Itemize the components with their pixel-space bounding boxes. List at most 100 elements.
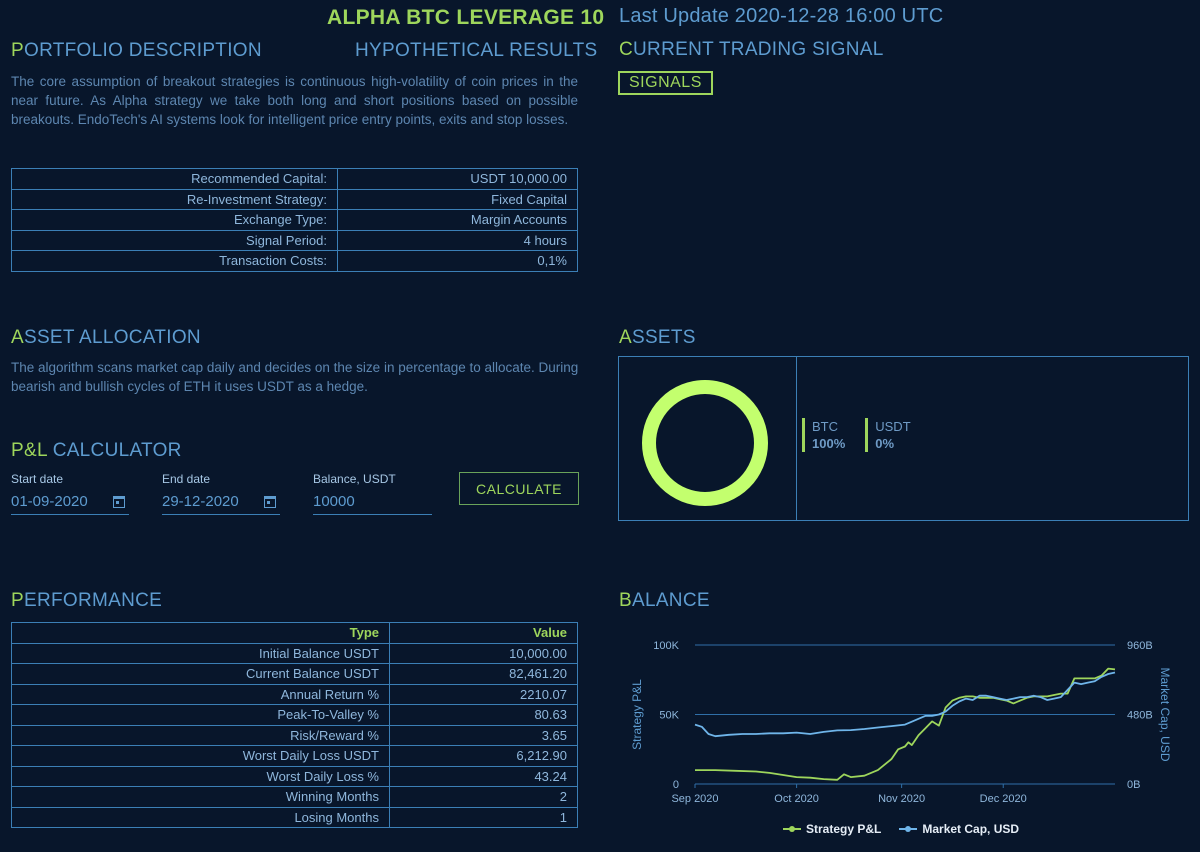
col-type-header: Type: [11, 622, 390, 644]
row-value: Fixed Capital: [337, 188, 578, 210]
allocation-donut-chart: [642, 380, 768, 506]
table-row: Annual Return % 2210.07: [11, 683, 578, 705]
table-row: Signal Period: 4 hours: [11, 229, 578, 251]
legend-mcap-marker: [899, 826, 918, 832]
balance-input[interactable]: 10000: [313, 490, 432, 515]
row-value: 6,212.90: [389, 745, 578, 767]
row-label: Exchange Type:: [11, 209, 338, 231]
table-row: Re-Investment Strategy: Fixed Capital: [11, 188, 578, 210]
row-value: 3.65: [389, 724, 578, 746]
calendar-icon[interactable]: [113, 496, 125, 508]
row-label: Transaction Costs:: [11, 250, 338, 272]
row-value: 1: [389, 806, 578, 828]
y-tick-left: 50K: [659, 710, 679, 722]
y-axis-title-right: Market Cap, USD: [1158, 667, 1172, 761]
y-tick-left: 100K: [653, 640, 679, 652]
asset-percent: 100%: [812, 436, 846, 451]
x-tick-label: Nov 2020: [878, 793, 925, 805]
row-label: Peak-To-Valley %: [11, 704, 390, 726]
table-row: Losing Months 1: [11, 806, 578, 828]
calendar-icon[interactable]: [264, 496, 276, 508]
row-value: 43.24: [389, 765, 578, 787]
row-value: 2: [389, 786, 578, 808]
row-value: USDT 10,000.00: [337, 168, 578, 190]
signals-button[interactable]: SIGNALS: [618, 71, 713, 95]
row-label: Risk/Reward %: [11, 724, 390, 746]
y-axis-title-left: Strategy P&L: [630, 679, 644, 750]
donut-container: [619, 357, 797, 520]
row-value: Margin Accounts: [337, 209, 578, 231]
row-value: 80.63: [389, 704, 578, 726]
y-tick-right: 480B: [1127, 710, 1153, 722]
portfolio-heading: PORTFOLIO DESCRIPTION: [11, 40, 262, 61]
end-date-group: End date 29-12-2020: [162, 472, 280, 515]
row-value: 82,461.20: [389, 663, 578, 685]
y-tick-right: 960B: [1127, 640, 1153, 652]
table-row: Current Balance USDT 82,461.20: [11, 663, 578, 685]
balance-heading: BALANCE: [619, 590, 710, 611]
portfolio-details-table: Recommended Capital: USDT 10,000.00 Re-Inv…: [11, 168, 578, 272]
row-label: Winning Months: [11, 786, 390, 808]
balance-group: Balance, USDT 10000: [313, 472, 432, 515]
legend-market-cap[interactable]: Market Cap, USD: [899, 822, 1019, 836]
chart-legend: Strategy P&L Market Cap, USD: [783, 822, 1019, 836]
row-value: 2210.07: [389, 683, 578, 705]
hypothetical-results-label: HYPOTHETICAL RESULTS: [355, 40, 598, 61]
row-label: Annual Return %: [11, 683, 390, 705]
asset-name: BTC: [812, 419, 838, 434]
balance-label: Balance, USDT: [313, 472, 396, 486]
assets-panel: BTC 100% USDT 0%: [618, 356, 1189, 521]
trading-signal-heading: CURRENT TRADING SIGNAL: [619, 39, 884, 60]
row-value: 4 hours: [337, 229, 578, 251]
allocation-description: The algorithm scans market cap daily and…: [11, 360, 579, 394]
row-label: Worst Daily Loss %: [11, 765, 390, 787]
y-tick-right: 0B: [1127, 779, 1140, 791]
balance-value: 10000: [313, 493, 355, 510]
performance-heading: PERFORMANCE: [11, 590, 163, 611]
col-value-header: Value: [389, 622, 578, 644]
row-label: Worst Daily Loss USDT: [11, 745, 390, 767]
start-date-input[interactable]: 01-09-2020: [11, 490, 129, 515]
legend-label: Strategy P&L: [806, 822, 882, 836]
row-label: Losing Months: [11, 806, 390, 828]
table-row: Recommended Capital: USDT 10,000.00: [11, 168, 578, 190]
end-date-value: 29-12-2020: [162, 493, 239, 510]
row-value: 10,000.00: [389, 642, 578, 664]
table-row: Winning Months 2: [11, 786, 578, 808]
assets-heading: ASSETS: [619, 327, 696, 348]
row-value: 0,1%: [337, 250, 578, 272]
x-tick-label: Sep 2020: [671, 793, 718, 805]
legend-label: Market Cap, USD: [922, 822, 1020, 836]
donut-ring-btc: [642, 380, 768, 506]
row-label: Re-Investment Strategy:: [11, 188, 338, 210]
legend-pnl-marker: [783, 826, 801, 832]
table-row: Initial Balance USDT 10,000.00: [11, 642, 578, 664]
row-label: Current Balance USDT: [11, 663, 390, 685]
table-row: Risk/Reward % 3.65: [11, 724, 578, 746]
y-tick-left: 0: [673, 779, 679, 791]
start-date-value: 01-09-2020: [11, 493, 88, 510]
end-date-label: End date: [162, 472, 211, 486]
last-update: Last Update 2020-12-28 16:00 UTC: [619, 5, 944, 27]
series-line-market-cap: [694, 671, 1116, 738]
row-label: Recommended Capital:: [11, 168, 338, 190]
pl-calculator-heading: P&L CALCULATOR: [11, 440, 182, 461]
table-row: Transaction Costs: 0,1%: [11, 250, 578, 272]
series-line-strategy-pl: [695, 667, 1116, 781]
asset-allocation-heading: ASSET ALLOCATION: [11, 327, 201, 348]
asset-item-btc: BTC 100%: [802, 418, 845, 452]
row-label: Signal Period:: [11, 229, 338, 251]
table-row: Peak-To-Valley % 80.63: [11, 704, 578, 726]
asset-percent: 0%: [875, 436, 895, 451]
portfolio-description: The core assumption of breakout strategi…: [11, 74, 578, 127]
end-date-input[interactable]: 29-12-2020: [162, 490, 280, 515]
x-tick-label: Oct 2020: [774, 793, 819, 805]
table-row: Exchange Type: Margin Accounts: [11, 209, 578, 231]
balance-chart: 0 0B 50K 480B 100K 960B Sep 2020 Oct 2020 Nov 20…: [630, 640, 1172, 805]
strategy-title: ALPHA BTC LEVERAGE 10: [327, 6, 605, 29]
start-date-label: Start date: [11, 472, 64, 486]
row-label: Initial Balance USDT: [11, 642, 390, 664]
legend-strategy-pl[interactable]: Strategy P&L: [783, 822, 881, 836]
start-date-group: Start date 01-09-2020: [11, 472, 129, 515]
calculate-button[interactable]: CALCULATE: [459, 472, 579, 505]
